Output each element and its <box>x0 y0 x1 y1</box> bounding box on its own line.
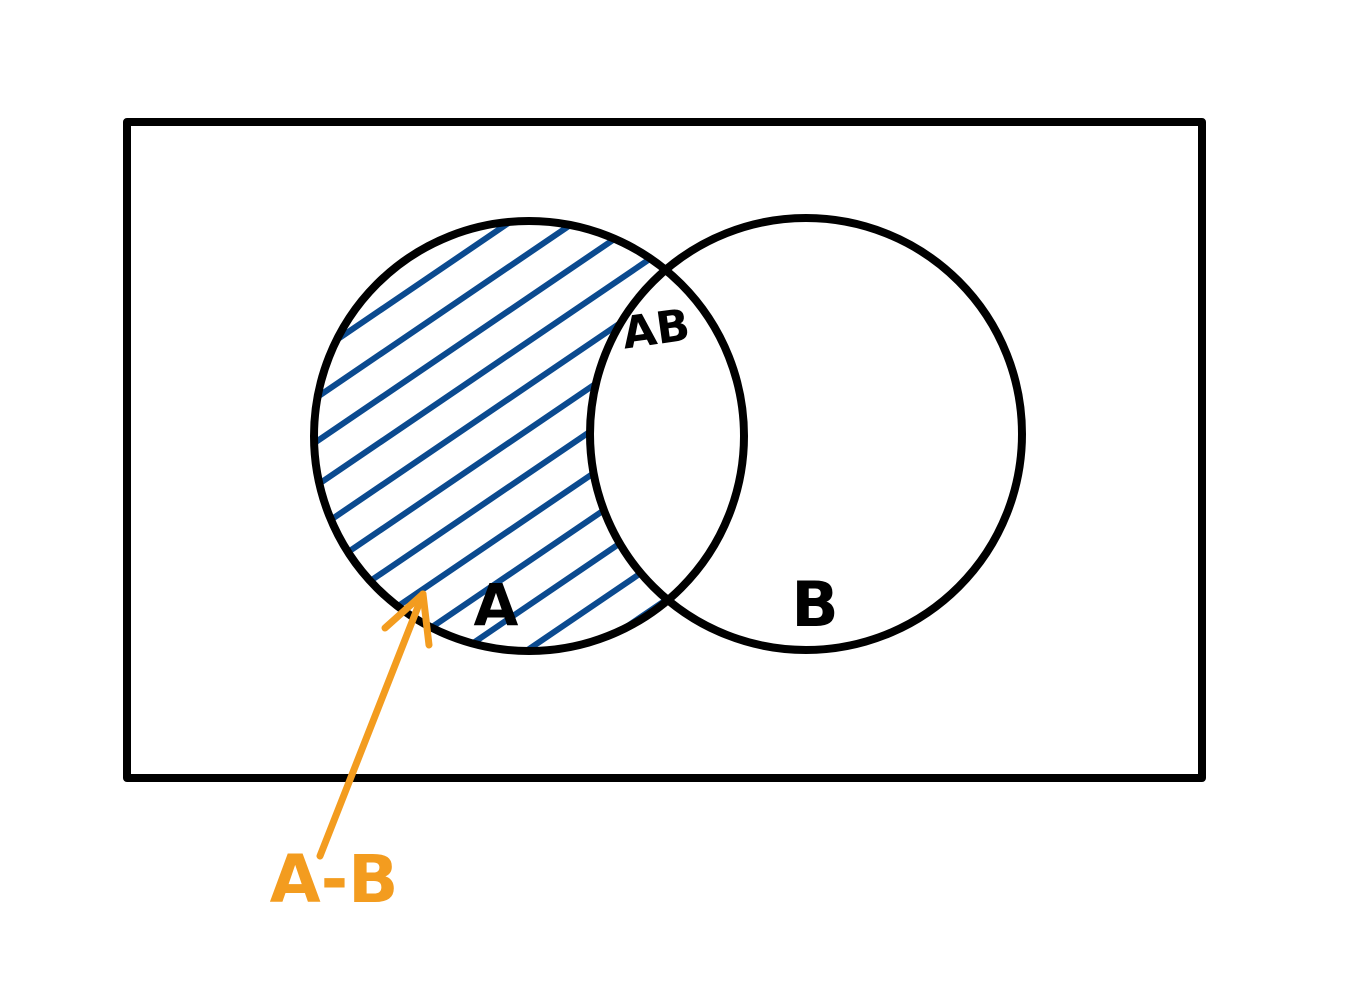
hatch-line <box>257 505 803 879</box>
hatch-line <box>257 285 803 659</box>
set-b-label: B <box>791 568 838 641</box>
difference-hatching <box>257 0 803 923</box>
hatch-line <box>257 65 803 439</box>
set-a-label: A <box>474 571 519 639</box>
hatch-line <box>257 549 803 923</box>
hatch-line <box>257 373 803 747</box>
hatch-line <box>257 153 803 527</box>
hatch-line <box>257 197 803 571</box>
hatch-line <box>257 329 803 703</box>
difference-arrow <box>316 590 433 860</box>
universe-rectangle <box>123 118 1206 782</box>
hatch-line <box>257 0 778 351</box>
difference-label: A-B <box>270 841 399 918</box>
hatch-line <box>257 109 803 483</box>
hatch-line <box>257 0 648 263</box>
intersection-label: AB <box>619 300 693 360</box>
hatch-line <box>257 0 713 307</box>
set-b-circle <box>586 214 1026 654</box>
set-a-circle <box>310 217 748 655</box>
hatch-line <box>257 417 803 791</box>
hatch-line <box>257 21 803 395</box>
